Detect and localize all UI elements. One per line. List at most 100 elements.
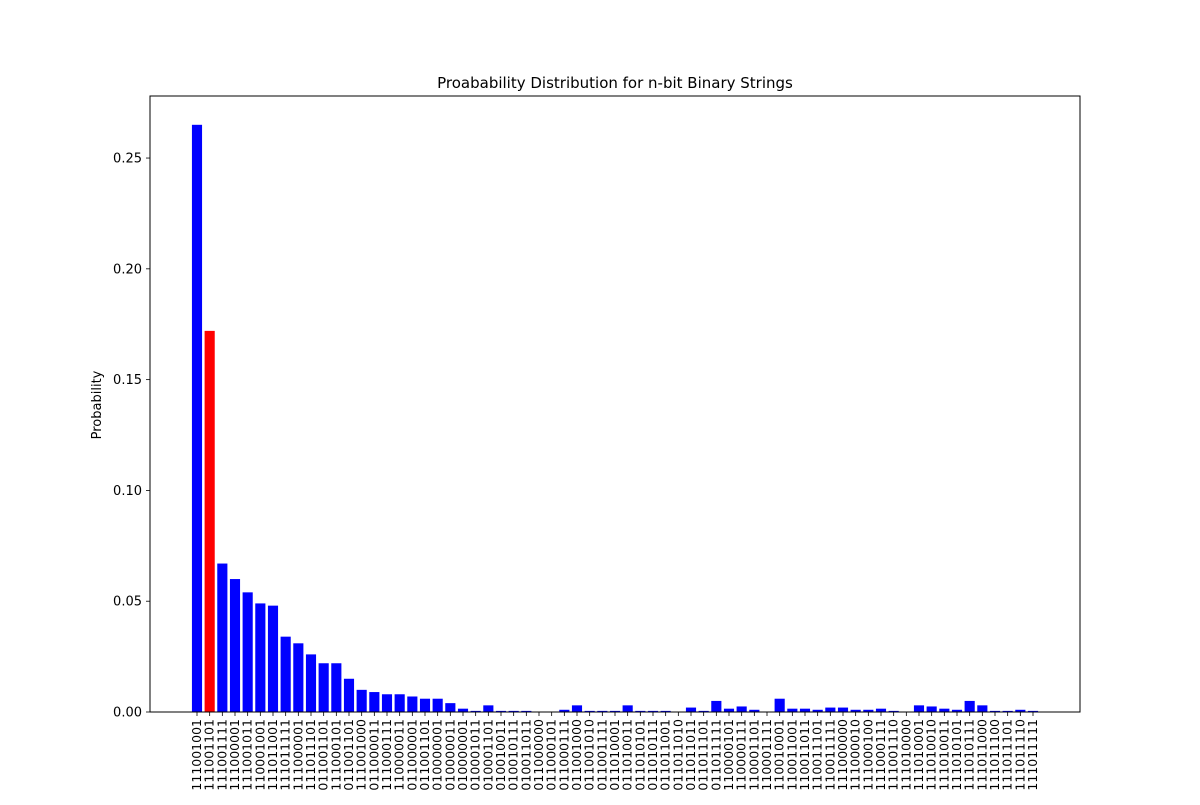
x-tick-label: 110001111 (759, 719, 774, 791)
x-tick-label: 010000001 (430, 719, 445, 791)
bar (749, 709, 760, 712)
x-tick-label: 111000010 (848, 719, 863, 791)
x-tick-label: 110011111 (822, 719, 837, 791)
bar (799, 708, 811, 712)
bar (508, 710, 519, 712)
x-tick-label: 011000000 (531, 719, 546, 791)
x-tick-label: 111011101 (1000, 719, 1015, 791)
bar (1002, 710, 1013, 712)
x-tick-label: 011011010 (670, 719, 685, 791)
x-tick-label: 110001101 (746, 719, 761, 791)
bar (812, 709, 823, 712)
bar (255, 603, 266, 712)
bar (470, 710, 481, 712)
bar (913, 705, 925, 712)
x-tick-label: 111010111 (962, 719, 977, 791)
bar (736, 706, 747, 712)
x-tick-label: 111011111 (1025, 719, 1040, 791)
x-tick-label: 011011111 (708, 719, 723, 791)
x-tick-label: 011010111 (645, 719, 660, 791)
bars-group (191, 124, 1039, 712)
x-tick-label: 111000001 (290, 719, 305, 791)
bar (698, 710, 709, 712)
y-tick-label: 0.10 (113, 484, 142, 499)
x-tick-label: 111000111 (873, 719, 888, 791)
x-tick-label: 111001111 (214, 719, 229, 791)
bar (850, 709, 861, 712)
y-tick-label: 0.20 (113, 262, 142, 277)
x-tick-label: 111011111 (278, 719, 293, 791)
bar (939, 708, 950, 712)
bar (951, 709, 963, 712)
x-tick-label: 111010011 (936, 719, 951, 791)
x-tick-label: 111000001 (227, 719, 242, 791)
x-tick-label: 011010001 (607, 719, 622, 791)
bar (711, 700, 722, 712)
x-tick-label: 010011011 (518, 719, 533, 791)
bar (660, 710, 671, 712)
x-tick-label: 111001110 (886, 719, 901, 791)
x-tick-label: 011011101 (696, 719, 711, 791)
bar (356, 689, 367, 712)
x-tick-label: 011000111 (556, 719, 571, 791)
bar (229, 579, 241, 712)
bar (457, 708, 469, 712)
bar (597, 710, 608, 712)
x-tick-label: 111001101 (202, 719, 217, 791)
bar (204, 330, 215, 712)
x-tick-label: 011000001 (404, 719, 419, 791)
x-tick-label: 111000000 (835, 719, 850, 791)
bar (191, 124, 203, 712)
x-tick-label: 110010001 (772, 719, 787, 791)
bar (445, 703, 456, 712)
x-tick-label: 110001001 (252, 719, 267, 791)
x-tick-label: 111001001 (189, 719, 204, 791)
bar (863, 709, 874, 712)
bar (1015, 709, 1026, 712)
bar (647, 710, 659, 712)
x-tick-label: 011011011 (683, 719, 698, 791)
bar (875, 708, 887, 712)
bar (774, 698, 785, 712)
x-tick-label: 011001101 (316, 719, 331, 791)
y-tick-label: 0.00 (113, 706, 142, 721)
x-tick-label: 011001101 (417, 719, 432, 791)
x-tick-label: 011001111 (594, 719, 609, 791)
x-tick-label: 111011101 (303, 719, 318, 791)
x-tick-label: 010001101 (480, 719, 495, 791)
bar (407, 696, 418, 712)
bar (369, 692, 380, 712)
bar (267, 605, 279, 712)
bar (293, 643, 304, 712)
x-tick-label: 110000111 (734, 719, 749, 791)
y-tick-label: 0.25 (113, 152, 142, 167)
x-tick-label: 010010011 (493, 719, 508, 791)
x-tick-label: 110000101 (721, 719, 736, 791)
x-tick-label: 111000100 (860, 719, 875, 791)
bar (495, 710, 507, 712)
bar (926, 706, 937, 712)
x-tick-label: 111000101 (328, 719, 343, 791)
x-tick-label: 011000011 (366, 719, 381, 791)
x-tick-label: 011001101 (341, 719, 356, 791)
x-tick-label: 010001011 (468, 719, 483, 791)
bar (888, 710, 899, 712)
bar (394, 694, 405, 712)
x-tick-label: 010000001 (455, 719, 470, 791)
bar (419, 698, 431, 712)
x-tick-label: 010010111 (506, 719, 521, 791)
chart-title: Proabability Distribution for n-bit Bina… (437, 74, 793, 92)
bar (609, 710, 621, 712)
bar (989, 710, 1001, 712)
y-tick-label: 0.15 (113, 373, 142, 388)
bar (571, 705, 583, 712)
bar (559, 709, 570, 712)
y-axis-ticks: 0.00 0.05 0.10 0.15 0.20 0.25 (113, 152, 150, 721)
x-axis-ticks: 1110010011110011011110011111110000011110… (189, 712, 1040, 791)
bar (331, 663, 342, 712)
bar (685, 707, 697, 712)
x-tick-label: 011001000 (569, 719, 584, 791)
bar (787, 708, 798, 712)
